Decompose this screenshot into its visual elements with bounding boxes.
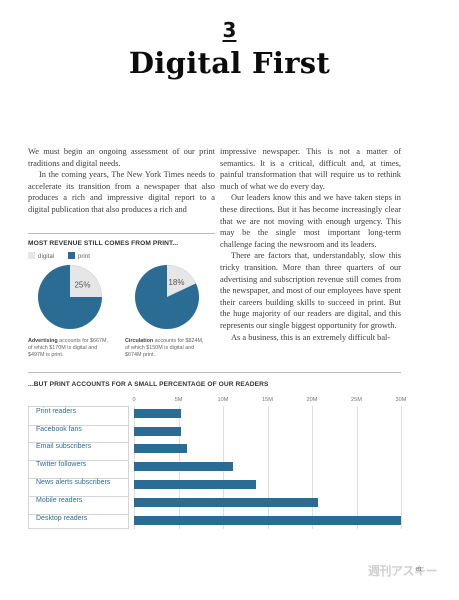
gridline: [401, 406, 402, 529]
gridline: [312, 406, 313, 529]
x-tick-label: 0: [132, 397, 136, 403]
bar-category-label: News alerts subscribers: [36, 479, 111, 486]
bar-chart-divider: [28, 372, 401, 373]
legend-label-digital: digital: [38, 253, 55, 260]
bar-category-label: Twitter followers: [36, 461, 87, 468]
right-text-column: impressive newspaper. This is not a matt…: [220, 146, 401, 343]
bar-category-label: Print readers: [36, 408, 77, 415]
x-tick-label: 5M: [174, 397, 183, 403]
page-number: 81: [416, 567, 423, 573]
row-divider: [28, 442, 129, 443]
bar-category-label: Facebook fans: [36, 426, 82, 433]
bar: [134, 462, 233, 471]
bar: [134, 480, 256, 489]
bar: [134, 409, 182, 418]
row-divider: [28, 460, 129, 461]
legend-swatch-print: [67, 252, 75, 259]
pie-legend: digital print: [28, 252, 90, 260]
paragraph: We must begin an ongoing assessment of o…: [28, 147, 215, 168]
paragraph: As a business, this is an extremely diff…: [231, 332, 391, 342]
x-tick-label: 25M: [351, 397, 362, 403]
row-divider: [28, 496, 129, 497]
bar: [134, 444, 187, 453]
pie-charts: 25% 18%: [38, 265, 199, 329]
label-panel: [28, 406, 129, 529]
paragraph: impressive newspaper. This is not a matt…: [220, 147, 401, 191]
bar: [134, 516, 401, 525]
x-tick-label: 15M: [262, 397, 273, 403]
pie-caption-advertising: Advertising accounts for $667M, of which…: [28, 338, 108, 358]
paragraph: Our leaders know this and we have taken …: [220, 193, 401, 249]
pie-slice-digital: [70, 265, 102, 297]
chapter-number: 3: [222, 18, 237, 42]
gridline: [356, 406, 358, 529]
chapter-title: Digital First: [128, 46, 331, 80]
paragraph: In the coming years, The New York Times …: [28, 170, 215, 214]
x-tick-label: 10M: [217, 397, 229, 403]
caption-advertising-label: Advertising: [28, 338, 58, 344]
watermark: 週刊アスキー: [368, 564, 438, 578]
x-tick-label: 30M: [395, 397, 407, 403]
pie-percent-label: 25%: [74, 281, 90, 290]
bar-category-label: Mobile readers: [36, 497, 83, 504]
left-text-column: We must begin an ongoing assessment of o…: [28, 146, 215, 216]
chart-divider: [28, 233, 215, 234]
legend-swatch-digital: [28, 252, 35, 259]
gridline: [267, 406, 269, 529]
pie-chart-title: MOST REVENUE STILL COMES FROM PRINT...: [28, 240, 179, 247]
pie-caption-circulation: Circulation accounts for $824M, of which…: [125, 338, 205, 358]
caption-circulation-label: Circulation: [125, 338, 154, 344]
legend-label-print: print: [77, 253, 90, 260]
row-divider: [28, 425, 129, 426]
pie-slice-digital: [167, 265, 196, 297]
caption-circulation-text: accounts for $824M, of which $150M is di…: [125, 338, 204, 358]
row-divider: [28, 478, 129, 479]
bar: [134, 427, 182, 436]
pie-percent-label: 18%: [168, 278, 184, 287]
bar-chart-title: ...BUT PRINT ACCOUNTS FOR A SMALL PERCEN…: [28, 381, 269, 388]
bar-category-label: Email subscribers: [36, 443, 92, 450]
row-divider: [28, 514, 129, 515]
bar: [134, 498, 319, 507]
x-tick-label: 20M: [306, 397, 318, 403]
bar-category-label: Desktop readers: [36, 515, 88, 522]
paragraph: There are factors that, understandably, …: [220, 251, 401, 330]
caption-advertising-text: accounts for $667M, of which $170M is di…: [28, 338, 108, 358]
